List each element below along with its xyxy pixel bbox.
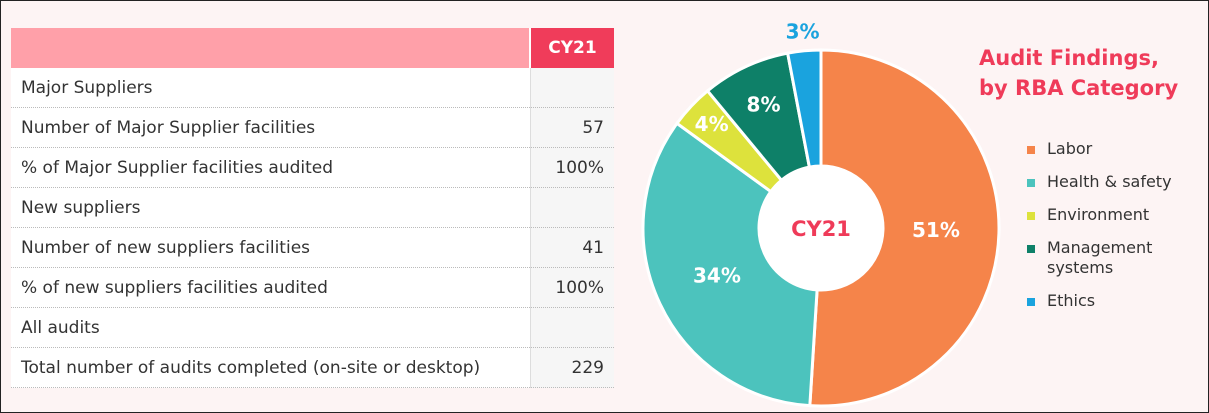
- header-cell: [11, 28, 530, 68]
- legend-label: Labor: [1047, 139, 1093, 158]
- legend-label: Ethics: [1047, 291, 1096, 310]
- legend-item: Environment: [1027, 205, 1197, 225]
- row-value: 229: [529, 347, 614, 388]
- table-row: Number of new suppliers facilities 41: [11, 227, 614, 268]
- table-row: Major Suppliers: [11, 68, 614, 108]
- legend-label: Environment: [1047, 205, 1150, 224]
- legend-swatch: [1027, 298, 1035, 306]
- legend-item: Management systems: [1027, 238, 1197, 278]
- chart-title: Audit Findings, by RBA Category: [979, 46, 1179, 100]
- legend-swatch: [1027, 245, 1035, 253]
- legend: Labor Health & safety Environment Managemen…: [1027, 139, 1197, 324]
- legend-item: Health & safety: [1027, 172, 1197, 192]
- legend-label: Management systems: [1047, 238, 1153, 277]
- legend-swatch: [1027, 179, 1035, 187]
- data-label: 8%: [747, 92, 781, 116]
- data-label: 34%: [693, 263, 741, 287]
- row-label: Number of Major Supplier facilities: [11, 107, 530, 148]
- row-label: % of Major Supplier facilities audited: [11, 147, 530, 188]
- donut-hole: [759, 166, 883, 290]
- table-row: % of new suppliers facilities audited 100…: [11, 267, 614, 308]
- row-value: [529, 68, 614, 108]
- legend-swatch: [1027, 212, 1035, 220]
- row-label: Total number of audits completed (on-sit…: [11, 347, 530, 388]
- table-row: Number of Major Supplier facilities 57: [11, 107, 614, 148]
- row-label: New suppliers: [11, 187, 530, 228]
- header-cell: CY21: [529, 28, 614, 68]
- audit-table: CY21 Major Suppliers Number of Major Suppl…: [11, 28, 614, 388]
- row-value: 100%: [529, 267, 614, 308]
- table-row: New suppliers: [11, 187, 614, 228]
- table-row: % of Major Supplier facilities audited 10…: [11, 147, 614, 188]
- header-row: CY21: [11, 28, 614, 68]
- row-label: Number of new suppliers facilities: [11, 227, 530, 268]
- data-label: 51%: [912, 218, 960, 242]
- center-label: CY21: [791, 217, 851, 241]
- data-label: 3%: [786, 19, 820, 43]
- legend-label: Health & safety: [1047, 172, 1172, 191]
- data-label: 4%: [695, 112, 729, 136]
- row-label: All audits: [11, 307, 530, 348]
- row-label: Major Suppliers: [11, 68, 530, 108]
- row-value: [529, 187, 614, 228]
- row-value: [529, 307, 614, 348]
- legend-swatch: [1027, 146, 1035, 154]
- row-value: 57: [529, 107, 614, 148]
- row-value: 41: [529, 227, 614, 268]
- table-row: Total number of audits completed (on-sit…: [11, 347, 614, 388]
- legend-item: Ethics: [1027, 291, 1197, 311]
- legend-item: Labor: [1027, 139, 1197, 159]
- table-row: All audits: [11, 307, 614, 348]
- row-value: 100%: [529, 147, 614, 188]
- row-label: % of new suppliers facilities audited: [11, 267, 530, 308]
